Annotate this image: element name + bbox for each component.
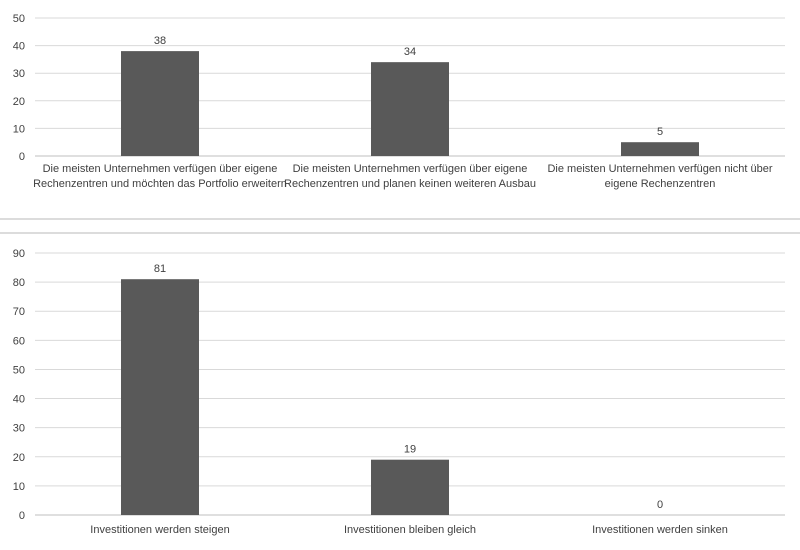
data-label: 34: [404, 46, 416, 58]
y-tick-label: 70: [13, 306, 25, 318]
chart-data-center-status: 0 10 20 30 40 50 38 Die meisten Unternehmen ver…: [13, 13, 785, 190]
y-tick-label: 0: [19, 510, 25, 522]
y-tick-label: 40: [13, 394, 25, 406]
bar-1: [121, 51, 199, 157]
y-tick-label: 10: [13, 123, 25, 135]
data-label: 38: [154, 35, 166, 47]
data-label: 0: [657, 499, 663, 511]
y-tick-label: 0: [19, 151, 25, 163]
bar-1: [121, 279, 199, 515]
y-tick-label: 30: [13, 68, 25, 80]
x-category-label-line: eigene Rechenzentren: [605, 178, 716, 190]
data-label: 81: [154, 263, 166, 275]
y-tick-label: 20: [13, 452, 25, 464]
x-category-label-line: Investitionen bleiben gleich: [344, 524, 476, 536]
x-category-label: Die meisten Unternehmen verfügen über ei…: [284, 163, 536, 190]
y-tick-label: 90: [13, 248, 25, 260]
x-category-label-line: Investitionen werden steigen: [90, 524, 229, 536]
y-tick-label: 50: [13, 364, 25, 376]
y-tick-label: 40: [13, 41, 25, 53]
bar-3: [621, 142, 699, 156]
bar-2: [371, 62, 449, 156]
x-category-label: Investitionen bleiben gleich: [344, 524, 476, 536]
y-tick-label: 30: [13, 423, 25, 435]
chart-investment-outlook: 0 10 20 30 40 50 60 70 80 90 81 Investitionen werde…: [13, 248, 785, 536]
data-label: 19: [404, 444, 416, 456]
x-category-label-line: Investitionen werden sinken: [592, 524, 728, 536]
y-tick-label: 10: [13, 481, 25, 493]
y-tick-label: 20: [13, 96, 25, 108]
x-category-label: Die meisten Unternehmen verfügen über ei…: [33, 163, 287, 190]
x-category-label-line: Die meisten Unternehmen verfügen über ei…: [293, 163, 528, 175]
x-category-label: Investitionen werden steigen: [90, 524, 229, 536]
x-category-label: Investitionen werden sinken: [592, 524, 728, 536]
x-category-label-line: Die meisten Unternehmen verfügen nicht ü…: [547, 163, 772, 175]
bar-2: [371, 459, 449, 515]
x-category-label-line: Die meisten Unternehmen verfügen über ei…: [43, 163, 278, 175]
x-category-label-line: Rechenzentren und möchten das Portfolio …: [33, 178, 287, 190]
x-category-label: Die meisten Unternehmen verfügen nicht ü…: [547, 163, 772, 190]
y-tick-label: 80: [13, 277, 25, 289]
data-label: 5: [657, 126, 663, 138]
y-tick-label: 50: [13, 13, 25, 25]
y-tick-label: 60: [13, 335, 25, 347]
x-category-label-line: Rechenzentren und planen keinen weiteren…: [284, 178, 536, 190]
